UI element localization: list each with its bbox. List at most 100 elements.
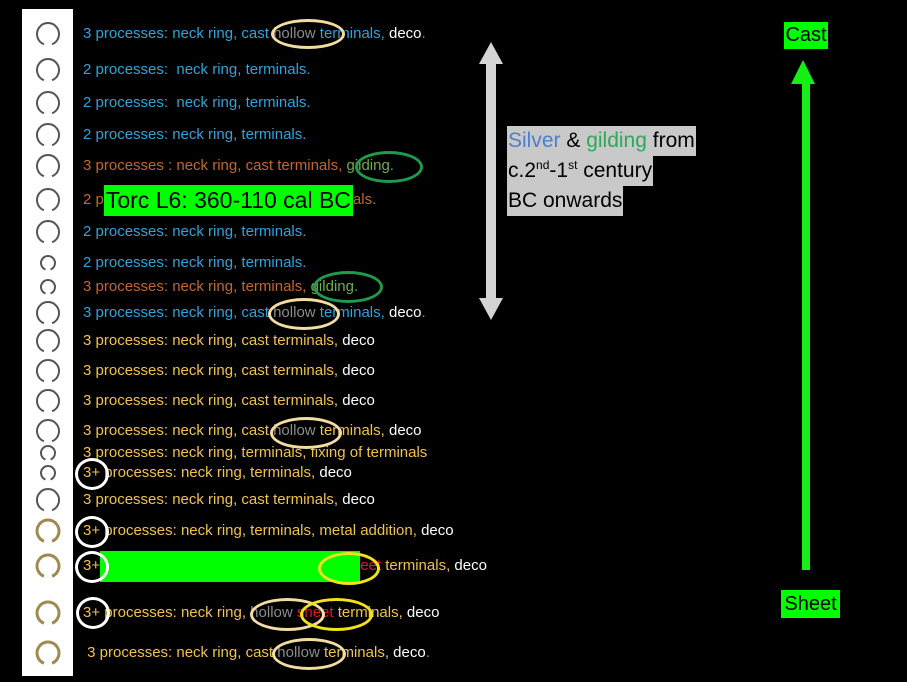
hollow-ring-ellipse	[272, 638, 346, 670]
note-century: century	[577, 159, 653, 182]
process-row: 3 processes: neck ring, cast terminals, …	[83, 392, 375, 410]
hollow-ring-ellipse	[271, 19, 345, 49]
torc-ring-icon	[36, 58, 60, 82]
torc-ring-icon	[36, 22, 60, 46]
process-text-segment: deco	[388, 644, 426, 661]
silver-gilding-note: Silver & gilding from c.2nd-1st century …	[507, 126, 696, 216]
hollow-ring-ellipse	[268, 298, 340, 330]
process-row: 3 processes : neck ring, cast terminals,…	[83, 157, 394, 175]
process-text-segment: deco	[384, 422, 422, 439]
process-row: 3 processes: neck ring, terminals, fixin…	[83, 444, 427, 462]
process-text-segment: 2 processes: neck ring, terminals.	[83, 254, 307, 271]
process-text-segment: deco	[338, 491, 375, 508]
plus-ring-ellipse	[75, 516, 109, 548]
process-text-segment: deco	[450, 557, 487, 574]
torc-ring-icon	[40, 255, 56, 271]
torc-ring-icon	[35, 600, 61, 625]
note-line-3: BC onwards	[507, 186, 624, 216]
torc-ring-icon	[35, 553, 61, 578]
torc-ring-icon	[36, 389, 60, 413]
torc-ring-icon	[36, 123, 60, 147]
torc-ring-icon	[40, 465, 56, 481]
plus-ring-ellipse	[76, 597, 110, 629]
plastic-style-label: c.3rdC BC Plastic style	[100, 550, 361, 610]
process-text-segment: 2 processes: neck ring, terminals.	[83, 223, 307, 240]
note-amp: &	[560, 129, 587, 152]
note-st: st	[568, 158, 578, 172]
note-onwards: BC onwards	[508, 189, 623, 212]
process-text-segment: 2 processes: neck ring, terminals.	[83, 61, 311, 78]
note-gilding: gilding	[586, 129, 647, 152]
process-text-segment: deco	[402, 604, 440, 621]
process-row: 2 processes: neck ring, terminals.	[83, 126, 306, 144]
torc-ring-icon	[40, 279, 56, 295]
torc-date-label: Torc L6: 360-110 cal BC	[103, 184, 353, 216]
process-row: 2 processes: neck ring, terminals.	[83, 61, 311, 79]
process-text-segment: 3 processes: neck ring, terminals,	[83, 278, 311, 295]
process-text-segment: 2 processes: neck ring, terminals.	[83, 126, 307, 143]
process-text-segment: .	[421, 304, 426, 321]
torc-ring-icon	[36, 220, 60, 244]
process-text-segment: 3 processes: neck ring, cast	[83, 422, 274, 439]
note-c2: c.2	[508, 159, 537, 182]
gilding-ring-ellipse	[313, 271, 383, 303]
torc-thumbnail-strip	[22, 9, 73, 676]
process-text-segment: deco	[384, 25, 422, 42]
torc-ring-icon	[35, 518, 61, 543]
process-text-segment: 3+ processes: neck ring, terminals,	[83, 464, 316, 481]
plastic-style-sup: rd	[158, 584, 170, 599]
torc-ring-icon	[36, 329, 60, 353]
torc-ring-icon	[36, 301, 60, 325]
process-text-segment: 3 processes: neck ring, cast terminals,	[83, 392, 339, 409]
torc-ring-icon	[40, 445, 56, 461]
process-row: 2 p Torc L6: 360-110 cal BC als.	[83, 184, 376, 216]
note-dash1: -1	[549, 159, 569, 182]
torc-ring-icon	[36, 154, 60, 178]
process-text-segment: deco	[416, 522, 454, 539]
sheet-ring-ellipse	[300, 598, 373, 631]
process-text-segment: 3 processes: neck ring, cast terminals,	[83, 332, 339, 349]
plastic-style-prefix: c.3	[127, 583, 159, 610]
torc-ring-icon	[35, 640, 61, 665]
sheet-label: Sheet	[781, 590, 840, 618]
torc-ring-icon	[36, 488, 60, 512]
process-row: 2 processes: neck ring, terminals.	[83, 94, 311, 112]
plus-ring-ellipse	[75, 458, 109, 490]
note-nd: nd	[536, 158, 550, 172]
process-text-segment: 3 processes: neck ring, terminals, fixin…	[83, 444, 428, 461]
process-text-segment: 3+ processes: neck ring,	[83, 604, 251, 621]
torc-ring-icon	[36, 188, 60, 212]
process-text-segment: .	[425, 644, 430, 661]
process-text-segment: 2 p	[83, 191, 104, 208]
torc-ring-icon	[36, 419, 60, 443]
process-text-segment: 3 processes: neck ring, cast terminals,	[83, 362, 339, 379]
process-text-segment: 3 processes : neck ring, cast terminals,	[83, 157, 347, 174]
process-text-segment: deco	[338, 332, 375, 349]
process-text-segment: deco	[384, 304, 422, 321]
note-silver: Silver	[508, 129, 561, 152]
torc-ring-icon	[36, 91, 60, 115]
up-arrow-icon	[791, 60, 815, 570]
note-line-1: Silver & gilding from	[507, 126, 696, 156]
plus-ring-ellipse	[75, 551, 109, 583]
process-text-segment: 3 processes: neck ring, cast	[83, 304, 274, 321]
process-text-segment: 3 processes: neck ring, cast terminals,	[83, 491, 339, 508]
process-row: 2 processes: neck ring, terminals.	[83, 223, 306, 241]
process-text-segment: deco	[315, 464, 352, 481]
process-row: 3 processes: neck ring, cast terminals, …	[83, 491, 375, 509]
process-row: 3 processes: neck ring, cast terminals, …	[83, 362, 375, 380]
process-row: 2 processes: neck ring, terminals.	[83, 254, 306, 272]
process-row: 3 processes: neck ring, cast terminals, …	[83, 332, 375, 350]
process-text-segment: 3 processes: neck ring, cast	[83, 25, 274, 42]
torc-ring-icon	[36, 359, 60, 383]
process-row: 3+ processes: neck ring, terminals, deco	[83, 464, 352, 482]
process-text-segment: 2 processes: neck ring, terminals.	[83, 94, 311, 111]
hollow-ring-ellipse	[270, 417, 342, 449]
cast-label: Cast	[784, 22, 828, 49]
gilding-ring-ellipse	[355, 151, 423, 183]
process-text-segment: .	[421, 25, 426, 42]
process-text-segment: deco	[338, 362, 375, 379]
process-text-segment: 3 processes: neck ring, cast	[83, 644, 278, 661]
